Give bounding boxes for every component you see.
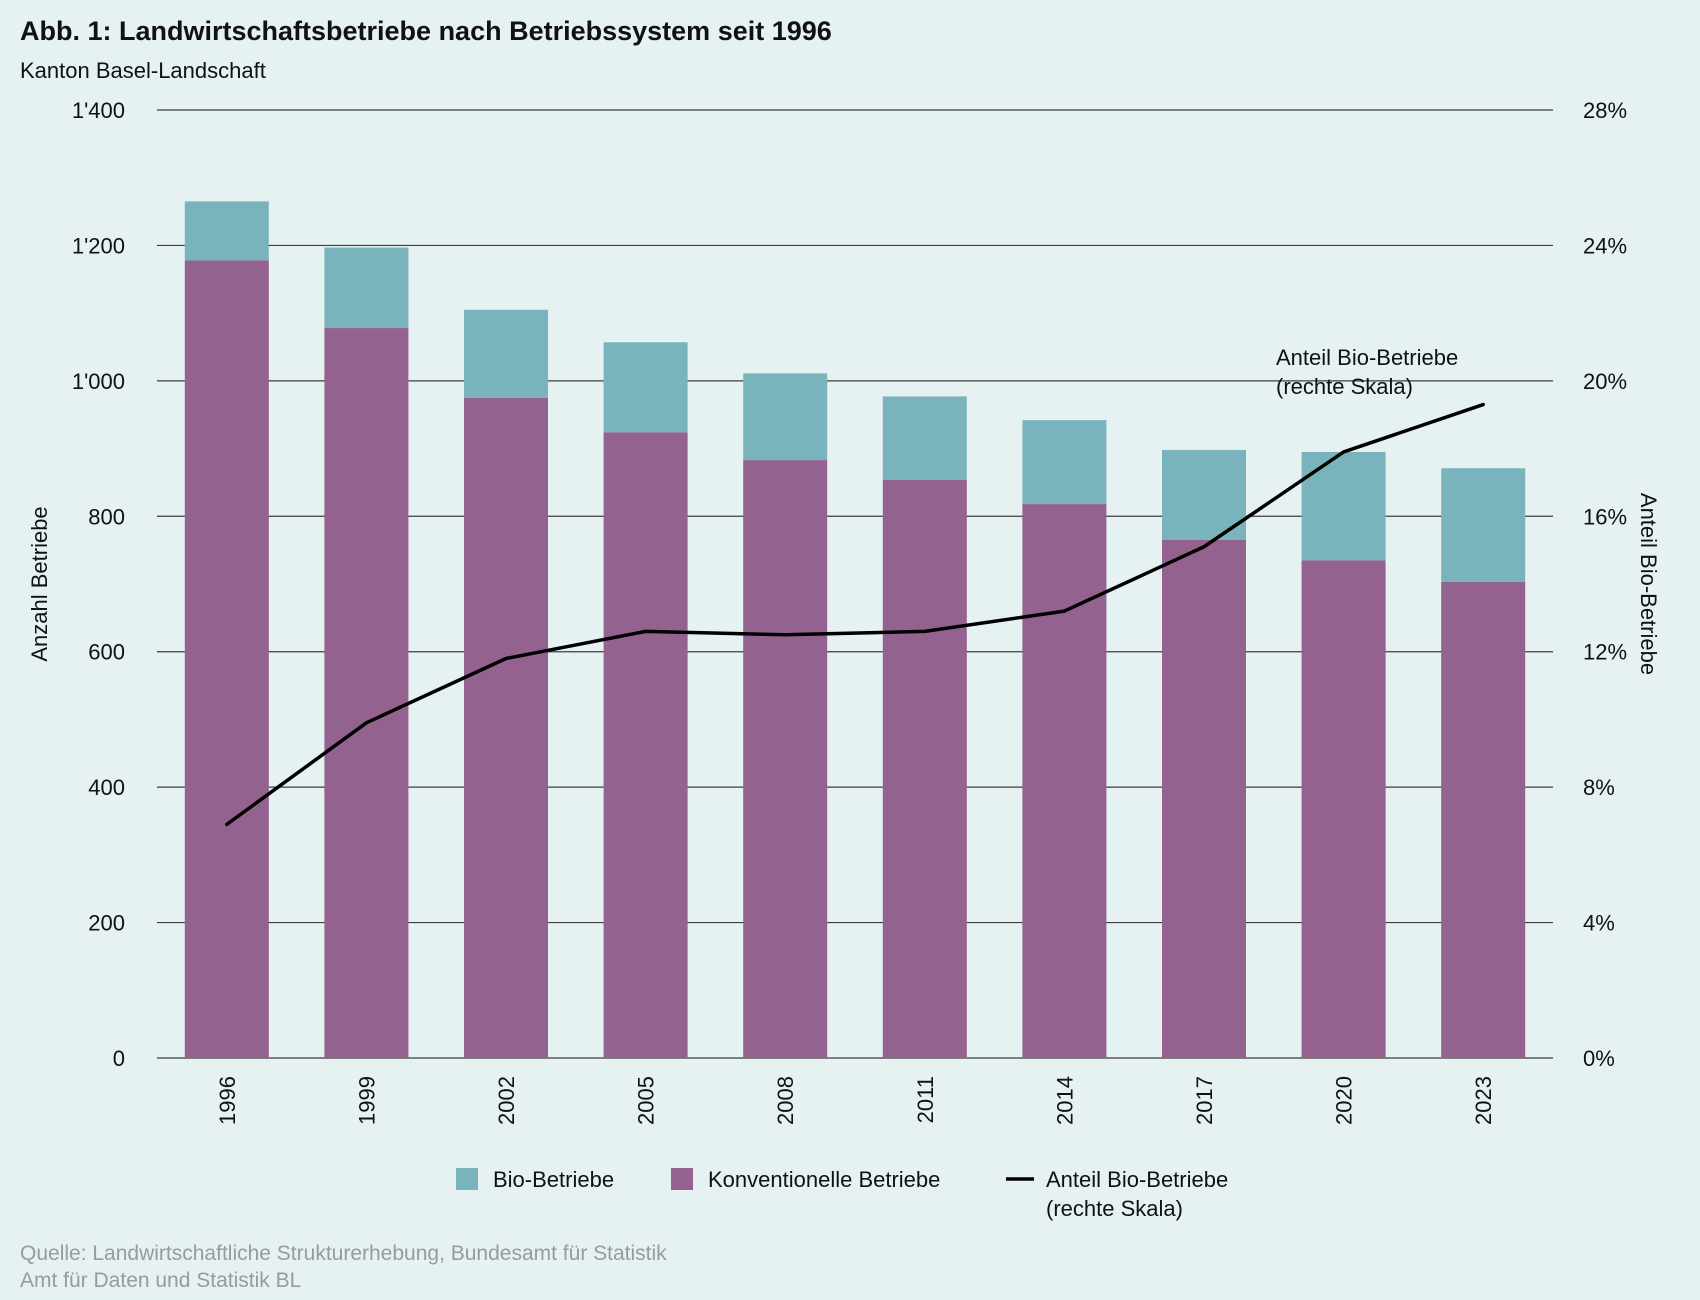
y2-tick-label: 0% [1583,1046,1615,1071]
line-point [225,822,229,826]
x-tick-label: 1996 [215,1076,240,1125]
chart-subtitle: Kanton Basel-Landschaft [20,58,266,83]
bar-konventionell [882,479,967,1059]
bar-konventionell [324,328,409,1058]
line-point [923,629,927,633]
y-tick-label: 1'400 [72,98,125,123]
x-tick-label: 1999 [354,1076,379,1125]
x-tick-label: 2002 [494,1076,519,1125]
bar-bio [184,201,269,261]
bar-konventionell [1022,504,1107,1058]
x-tick-label: 2005 [634,1076,659,1125]
bar-konventionell [1162,539,1246,1058]
y2-tick-label: 12% [1583,640,1627,665]
bar-bio [743,373,828,461]
bar-bio [1022,420,1107,505]
line-point [783,633,787,637]
x-tick-label: 2011 [913,1076,938,1123]
y-tick-label: 200 [88,911,125,936]
bar-bio [464,309,548,398]
x-tick-label: 2017 [1192,1076,1217,1125]
line-point [1202,545,1206,549]
source-note: Quelle: Landwirtschaftliche Strukturerhe… [20,1240,667,1294]
bar-konventionell [743,460,828,1058]
annotation-text: Anteil Bio-Betriebe [1276,345,1458,370]
x-tick-label: 2023 [1471,1076,1496,1125]
y-tick-label: 400 [88,775,125,800]
bar-konventionell [184,260,269,1059]
y-tick-label: 1'000 [72,369,125,394]
legend-swatch [456,1168,478,1190]
y-tick-label: 800 [88,504,125,529]
y2-tick-label: 24% [1583,233,1627,258]
y2-tick-label: 28% [1583,98,1627,123]
bar-bio [1301,451,1386,561]
line-point [504,656,508,660]
y2-axis-title: Anteil Bio-Betriebe [1636,493,1661,675]
legend-label: Konventionelle Betriebe [708,1167,940,1192]
line-point [644,629,648,633]
bar-bio [882,396,967,480]
x-tick-label: 2008 [773,1076,798,1125]
bar-bio [1162,449,1246,540]
line-point [1342,450,1346,454]
y2-tick-label: 16% [1583,504,1627,529]
legend-label: Anteil Bio-Betriebe [1046,1167,1228,1192]
bar-konventionell [464,397,548,1058]
legend-label: (rechte Skala) [1046,1196,1183,1221]
bar-konventionell [1301,560,1386,1058]
bar-bio [1441,468,1526,582]
line-point [1481,403,1485,407]
annotation-text: (rechte Skala) [1276,374,1413,399]
x-tick-label: 2020 [1332,1076,1357,1125]
y-tick-label: 0 [113,1046,125,1071]
series-line-anteil-bio [225,402,1485,827]
x-tick-label: 2014 [1052,1076,1077,1125]
source-line-1: Quelle: Landwirtschaftliche Strukturerhe… [20,1242,667,1265]
legend-swatch [671,1168,693,1190]
y2-tick-label: 8% [1583,775,1615,800]
bar-konventionell [1441,581,1526,1058]
y-tick-label: 1'200 [72,233,125,258]
bar-bio [324,247,409,329]
source-line-2: Amt für Daten und Statistik BL [20,1269,302,1292]
y2-tick-label: 20% [1583,369,1627,394]
bar-bio [603,342,688,433]
y-axis-title: Anzahl Betriebe [27,506,52,661]
y2-tick-label: 4% [1583,911,1615,936]
legend-label: Bio-Betriebe [493,1167,614,1192]
line-point [1062,609,1066,613]
bar-konventionell [603,432,688,1058]
line-point [364,721,368,725]
chart-title: Abb. 1: Landwirtschaftsbetriebe nach Bet… [20,16,832,46]
y-tick-label: 600 [88,640,125,665]
